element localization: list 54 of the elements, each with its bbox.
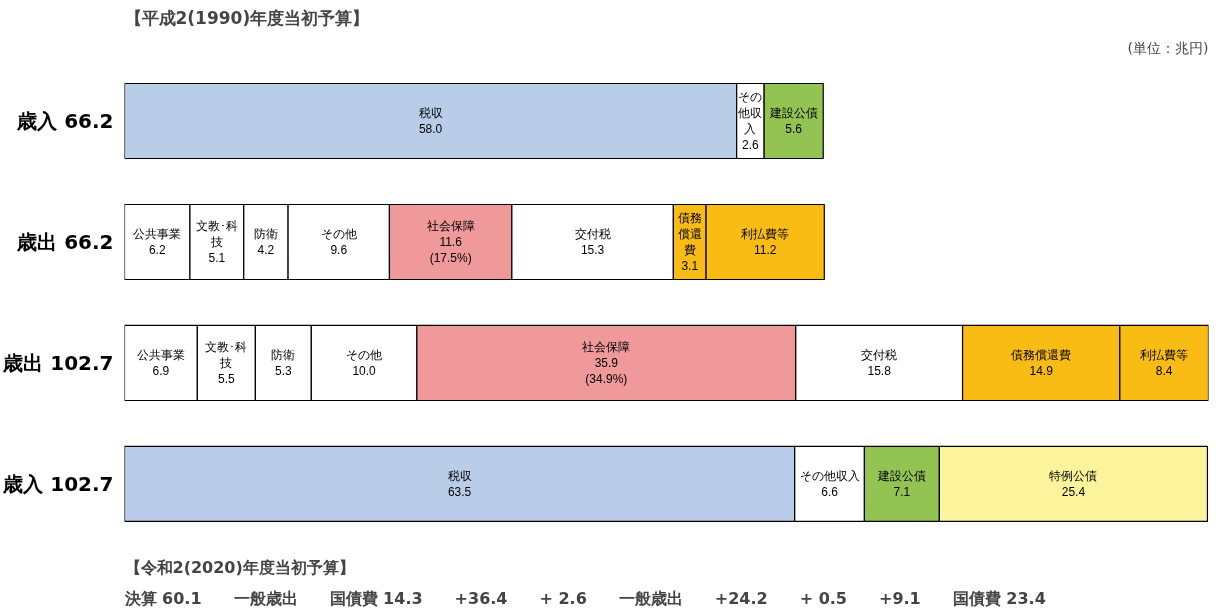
- text: 防衛: [271, 347, 296, 362]
- data-label: 8.4: [1155, 364, 1173, 379]
- text: 税収: [447, 468, 472, 483]
- series-label: 建設公債: [768, 105, 818, 120]
- text: 債務償還費: [1011, 347, 1072, 362]
- chart-title: 【平成2(1990)年度当初予算】: [124, 7, 370, 28]
- data-label: 6.9: [152, 364, 170, 379]
- series-label: 税収: [418, 105, 443, 120]
- series-label: 防衛: [253, 226, 278, 241]
- data-label: 2.6: [742, 138, 760, 153]
- text: 【令和2(2020)年度当初予算】: [124, 557, 355, 577]
- data-label: 35.9 (34.9%): [585, 355, 628, 387]
- data-label: 4.2: [257, 243, 275, 258]
- data-label: 14.9: [1029, 364, 1054, 379]
- data-label: 5.6: [785, 122, 803, 137]
- series-label: その他: [320, 226, 357, 241]
- series-label: 利払費等: [1140, 347, 1189, 362]
- series-label: 社会保障: [426, 218, 475, 233]
- data-label: 10.0: [352, 364, 377, 379]
- series-label: その他収入: [738, 89, 763, 137]
- text: 決算 60.1 一般歳出 国債費 14.3 +36.4 + 2.6 一般歳出 +24.2 + 0.5 +9.1 国債費 23.4: [124, 588, 1046, 608]
- data-label: 11.6 (17.5%): [429, 234, 472, 266]
- data-label: 6.2: [148, 243, 166, 258]
- series-label: 交付税: [574, 226, 611, 241]
- data-label: 6.6: [821, 485, 839, 500]
- text: 利払費等: [741, 226, 790, 241]
- text: その他収入: [799, 468, 860, 483]
- data-label: 15.3: [580, 243, 605, 258]
- data-label: 11.2: [753, 243, 777, 258]
- series-label: 特例公債: [1049, 468, 1098, 483]
- text: 文教･科技: [205, 339, 248, 370]
- data-label: 63.5: [447, 485, 472, 500]
- y-tick-label: 歳出 102.7: [2, 350, 114, 375]
- data-label: 5.1: [208, 251, 226, 266]
- series-label: 文教･科技: [195, 218, 238, 249]
- series-label: 債務償還費: [677, 210, 702, 258]
- y-tick-label: 歳出 66.2: [16, 229, 114, 254]
- data-label: 25.4: [1061, 485, 1086, 500]
- series-label: 公共事業: [133, 226, 182, 241]
- text: 公共事業: [136, 347, 185, 362]
- data-label: 5.5: [218, 372, 236, 387]
- y-tick-label: 歳入 66.2: [16, 108, 114, 133]
- y-tick-label: 歳入 102.7: [2, 471, 114, 496]
- text: その他: [346, 347, 383, 362]
- data-label: 15.8: [867, 364, 892, 379]
- data-label: 3.1: [681, 259, 699, 274]
- data-label: 5.3: [275, 364, 293, 379]
- text: 交付税: [861, 347, 898, 362]
- data-label: 7.1: [893, 485, 911, 500]
- text: 社会保障: [582, 339, 631, 354]
- text: 建設公債: [877, 468, 926, 483]
- data-label: 58.0: [418, 122, 443, 137]
- data-label: 9.6: [330, 243, 348, 258]
- chart-subtitle: (単位：兆円): [1127, 39, 1209, 56]
